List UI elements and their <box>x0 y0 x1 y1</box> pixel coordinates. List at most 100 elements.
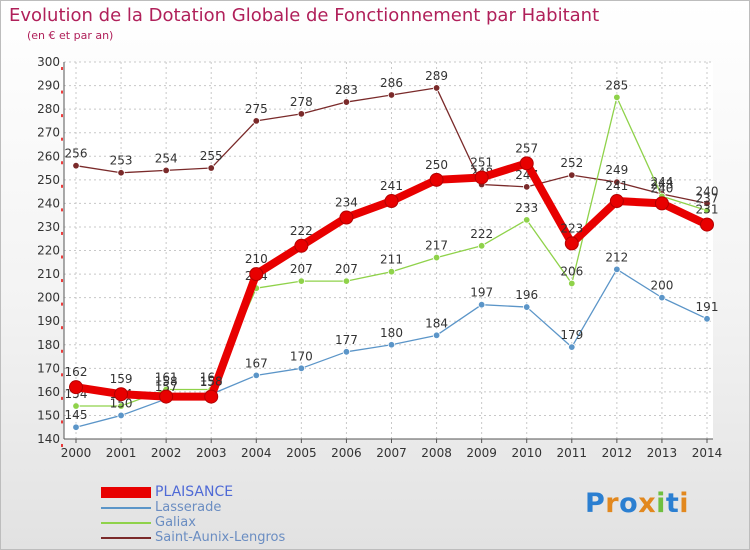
point-galiax <box>387 268 396 276</box>
chart-title: Evolution de la Dotation Globale de Fonc… <box>9 5 600 26</box>
data-label-lasserade: 157 <box>155 380 178 394</box>
point-saint-aunix-lengros <box>523 183 531 191</box>
data-label-saint-aunix-lengros: 289 <box>425 69 448 83</box>
point-lasserade <box>432 331 441 340</box>
data-label-galiax: 217 <box>425 239 448 253</box>
data-label-plaisance: 257 <box>515 141 538 155</box>
x-tick-label: 2014 <box>692 446 723 460</box>
legend-item-galiax[interactable]: Galiax <box>101 515 361 530</box>
logo-letter: r <box>605 488 620 519</box>
legend-item-saint-aunix-lengros[interactable]: Saint-Aunix-Lengros <box>101 530 361 545</box>
logo-letter: x <box>638 488 657 519</box>
data-label-plaisance: 158 <box>155 375 178 389</box>
point-saint-aunix-lengros <box>72 161 80 170</box>
y-tick-label: 250 <box>37 173 60 187</box>
data-label-plaisance: 250 <box>425 158 448 172</box>
point-lasserade <box>523 303 531 311</box>
x-tick-label: 2006 <box>331 446 362 460</box>
x-tick-label: 2010 <box>511 446 542 460</box>
chart-subtitle: (en € et par an) <box>27 29 114 42</box>
data-label-galiax: 222 <box>470 227 493 241</box>
point-plaisance <box>519 156 534 171</box>
point-plaisance <box>69 380 83 395</box>
x-tick-label: 2005 <box>286 446 317 460</box>
x-tick-label: 2013 <box>647 446 678 460</box>
x-tick-label: 2004 <box>241 446 272 460</box>
logo-letter: o <box>619 488 639 519</box>
data-label-plaisance: 158 <box>200 375 223 389</box>
data-label-plaisance: 222 <box>290 224 313 238</box>
x-tick-label: 2009 <box>466 446 497 460</box>
data-label-plaisance: 210 <box>245 252 268 266</box>
data-label-galiax: 233 <box>515 201 538 215</box>
data-label-lasserade: 184 <box>425 316 448 330</box>
point-saint-aunix-lengros <box>207 164 215 172</box>
point-galiax <box>117 402 125 410</box>
y-tick-label: 290 <box>37 79 60 93</box>
data-label-plaisance: 241 <box>605 179 628 193</box>
point-plaisance <box>384 194 399 209</box>
point-galiax <box>432 253 441 262</box>
logo-letter: t <box>665 488 680 519</box>
y-tick-label: 160 <box>37 385 60 399</box>
data-label-galiax: 207 <box>290 262 313 276</box>
data-label-plaisance: 223 <box>560 221 583 235</box>
point-saint-aunix-lengros <box>613 178 621 186</box>
data-label-galiax: 211 <box>380 253 403 267</box>
point-lasserade <box>568 343 576 351</box>
point-galiax <box>297 277 306 285</box>
data-label-lasserade: 150 <box>110 396 133 410</box>
x-tick-label: 2002 <box>151 446 182 460</box>
point-saint-aunix-lengros <box>387 91 396 99</box>
point-plaisance <box>474 170 489 185</box>
point-saint-aunix-lengros <box>703 199 711 208</box>
x-tick-label: 2012 <box>602 446 633 460</box>
data-label-galiax: 285 <box>605 78 628 92</box>
y-tick-label: 260 <box>37 149 60 163</box>
legend: PLAISANCE Lasserade Galiax Saint-Aunix-L… <box>101 485 361 545</box>
point-plaisance <box>204 389 219 404</box>
legend-swatch-galiax <box>101 522 151 524</box>
data-label-galiax: 243 <box>650 177 673 191</box>
data-label-lasserade: 180 <box>380 326 403 340</box>
y-tick-label: 240 <box>37 196 60 210</box>
data-label-galiax: 161 <box>155 371 178 385</box>
x-tick-label: 2000 <box>61 446 92 460</box>
data-label-saint-aunix-lengros: 278 <box>290 95 313 109</box>
data-label-saint-aunix-lengros: 244 <box>650 175 673 189</box>
data-label-lasserade: 196 <box>515 288 538 302</box>
x-tick-label: 2008 <box>421 446 452 460</box>
x-tick-label: 2001 <box>106 446 137 460</box>
legend-item-lasserade[interactable]: Lasserade <box>101 500 361 515</box>
y-tick-label: 220 <box>37 244 60 258</box>
logo-letter: i <box>656 488 666 519</box>
logo-letter: P <box>585 488 606 519</box>
point-plaisance <box>249 267 264 282</box>
data-label-saint-aunix-lengros: 283 <box>335 83 358 97</box>
legend-label-saint-aunix-lengros: Saint-Aunix-Lengros <box>155 530 286 545</box>
data-label-plaisance: 241 <box>380 179 403 193</box>
point-saint-aunix-lengros <box>252 117 260 125</box>
data-label-galiax: 237 <box>696 191 719 205</box>
data-label-saint-aunix-lengros: 249 <box>605 163 628 177</box>
data-label-plaisance: 234 <box>335 196 358 210</box>
proxiti-logo[interactable]: Proxiti <box>585 488 689 519</box>
data-label-lasserade: 177 <box>335 333 358 347</box>
point-galiax <box>72 402 80 410</box>
y-tick-label: 150 <box>37 408 60 422</box>
point-saint-aunix-lengros <box>297 110 306 118</box>
data-label-lasserade: 191 <box>696 300 719 314</box>
point-lasserade <box>72 423 80 431</box>
data-label-lasserade: 170 <box>290 349 313 363</box>
data-label-lasserade: 212 <box>605 250 628 264</box>
point-plaisance <box>609 194 624 209</box>
data-label-saint-aunix-lengros: 256 <box>65 147 88 161</box>
data-label-lasserade: 200 <box>650 279 673 293</box>
data-label-plaisance: 159 <box>110 372 133 386</box>
legend-item-plaisance[interactable]: PLAISANCE <box>101 485 361 500</box>
data-label-plaisance: 251 <box>470 155 493 169</box>
point-plaisance <box>114 387 129 402</box>
point-plaisance <box>564 236 579 251</box>
point-lasserade <box>387 341 396 349</box>
